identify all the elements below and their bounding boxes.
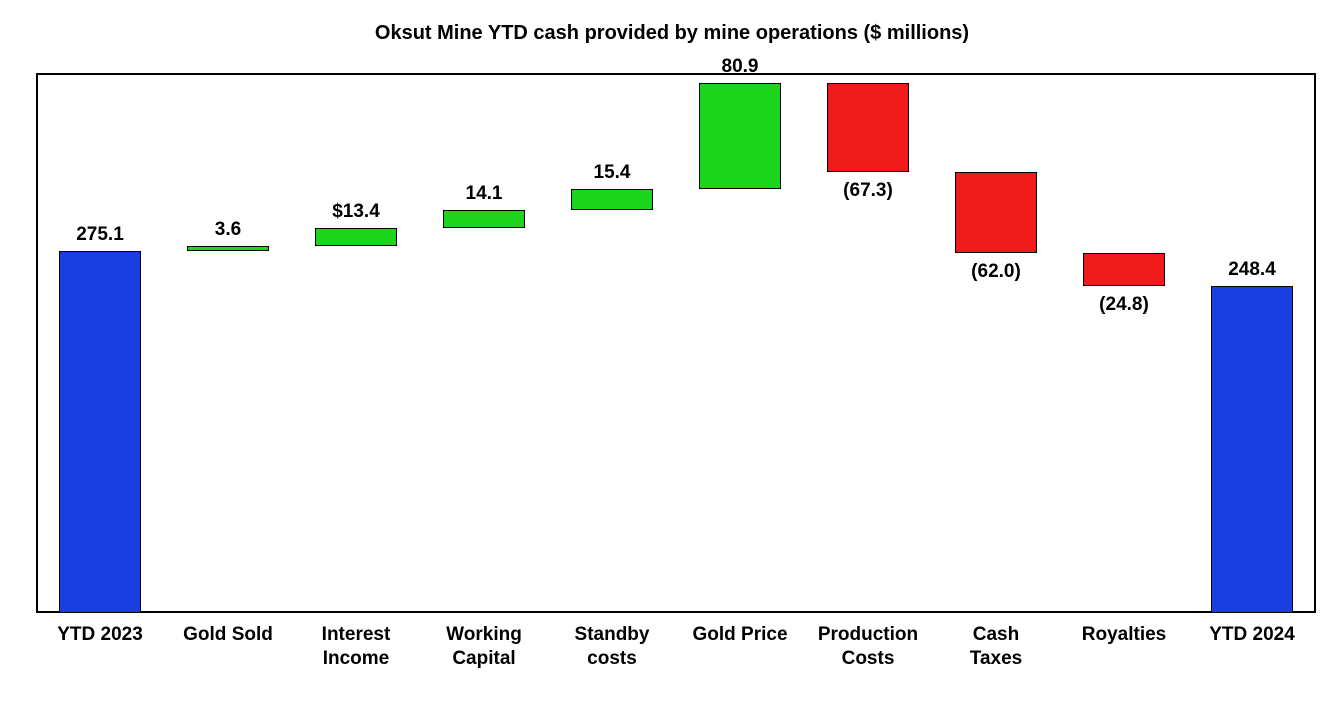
category-label: YTD 2023 [36,623,164,647]
waterfall-bar [1211,286,1293,613]
chart-title: Oksut Mine YTD cash provided by mine ope… [0,0,1344,45]
bar-value-label: 15.4 [551,162,673,184]
bar-value-label: (67.3) [807,180,929,202]
bar-value-label: 3.6 [167,219,289,241]
bar-value-label: 275.1 [39,224,161,246]
bar-value-label: 248.4 [1191,259,1313,281]
category-label: Standbycosts [548,623,676,671]
waterfall-bar [1083,253,1165,286]
waterfall-bar [571,189,653,209]
plot-area [36,73,1316,613]
category-label: WorkingCapital [420,623,548,671]
category-label: Royalties [1060,623,1188,647]
category-label: Gold Sold [164,623,292,647]
category-label: ProductionCosts [804,623,932,671]
bar-value-label: (62.0) [935,261,1057,283]
waterfall-bar [187,246,269,251]
category-label: Gold Price [676,623,804,647]
bar-value-label: 80.9 [679,56,801,78]
category-label: CashTaxes [932,623,1060,671]
category-label: YTD 2024 [1188,623,1316,647]
waterfall-bar [59,251,141,613]
bar-value-label: $13.4 [295,201,417,223]
waterfall-bar [315,228,397,246]
waterfall-bar [827,83,909,172]
waterfall-bar [955,172,1037,254]
waterfall-bar [699,83,781,190]
bar-value-label: 14.1 [423,183,545,205]
bar-value-label: (24.8) [1063,294,1185,316]
chart-container: 275.1 3.6 $13.4 14.1 15.4 80.9 (67.3) (62.0) (24… [0,45,1344,705]
category-label: InterestIncome [292,623,420,671]
waterfall-bar [443,210,525,229]
